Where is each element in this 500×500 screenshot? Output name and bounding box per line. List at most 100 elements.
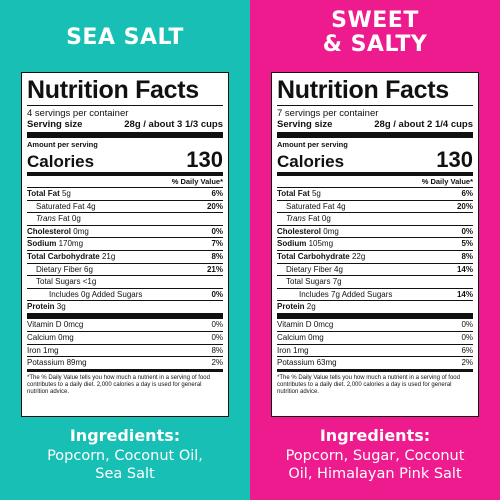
vitamin-dv: 8% — [211, 345, 223, 355]
flavor-title: SEA SALT — [0, 26, 250, 50]
nutrient-label: Saturated Fat — [286, 201, 335, 211]
vitamin-row: Calcium 0mg 0% — [27, 332, 223, 345]
flavor-title-line: SWEET — [331, 8, 419, 33]
nutrient-label: Trans — [286, 214, 306, 224]
nutrient-row-total-carbohydrate: Total Carbohydrate 21g 8% — [27, 251, 223, 264]
vitamin-dv: 0% — [211, 332, 223, 342]
vitamin-label: Vitamin D 0mcg — [277, 320, 334, 330]
nutrient-amount: Fat 0g — [308, 214, 331, 224]
nutrient-label: Total Sugars — [286, 277, 331, 287]
nutrient-dv: 21% — [206, 264, 223, 274]
nutrient-label: Dietary Fiber — [36, 264, 82, 274]
nutrient-label: Trans — [36, 214, 56, 224]
vitamin-label: Potassium 89mg — [27, 358, 87, 368]
nutrient-amount: 0mg — [323, 226, 339, 236]
calories-value: 130 — [436, 147, 473, 172]
nutrient-dv: 20% — [456, 201, 473, 211]
nutrient-amount: Fat 0g — [58, 214, 81, 224]
ingredients-line: Popcorn, Coconut Oil, — [47, 448, 203, 464]
nutrient-label: Total Carbohydrate — [277, 251, 350, 261]
daily-value-header: % Daily Value* — [27, 176, 223, 188]
nutrient-row-saturated-fat: Saturated Fat 4g 20% — [277, 201, 473, 214]
ingredients-line: Oil, Himalayan Pink Salt — [288, 466, 462, 482]
serving-size-row: Serving size 28g / about 2 1/4 cups — [277, 119, 473, 138]
nutrient-label: Sodium — [277, 239, 307, 249]
nutrient-amount: <1g — [82, 277, 97, 287]
nutrient-label: Cholesterol — [27, 226, 72, 236]
nutrient-row-total-sugars: Total Sugars <1g — [27, 276, 223, 289]
servings-per-container: 7 servings per container — [277, 108, 379, 119]
servings-per-container: 4 servings per container — [27, 108, 129, 119]
calories-row: Calories 130 — [27, 149, 223, 176]
vitamin-dv: 0% — [211, 320, 223, 330]
vitamin-label: Iron 1mg — [277, 345, 309, 355]
nutrition-facts-panel: Nutrition Facts 7 servings per container… — [271, 72, 479, 417]
nutrient-dv: 0% — [211, 289, 223, 299]
serving-size-value: 28g / about 2 1/4 cups — [374, 119, 473, 130]
nutrient-amount: 0mg — [73, 226, 89, 236]
vitamin-dv: 0% — [461, 332, 473, 342]
calories-label: Calories — [27, 152, 95, 171]
serving-size-row: Serving size 28g / about 3 1/3 cups — [27, 119, 223, 138]
ingredients-title: Ingredients: — [319, 426, 431, 445]
ingredients-line: Popcorn, Sugar, Coconut — [285, 448, 465, 464]
vitamin-label: Calcium 0mg — [277, 332, 324, 342]
nutrient-amount: 4g — [336, 201, 346, 211]
amount-per-serving: Amount per serving — [277, 140, 348, 149]
nutrient-amount: 5g — [61, 189, 71, 198]
nutrient-row-saturated-fat: Saturated Fat 4g 20% — [27, 201, 223, 214]
nutrient-amount: 7g — [332, 277, 342, 287]
nutrition-facts-panel: Nutrition Facts 4 servings per container… — [21, 72, 229, 417]
vitamin-row: Potassium 63mg 2% — [277, 357, 473, 372]
nutrient-amount: 4g — [334, 264, 343, 274]
vitamin-row: Vitamin D 0mcg 0% — [277, 319, 473, 332]
nutrient-row-sodium: Sodium 170mg 7% — [27, 238, 223, 251]
sea-salt-section: SEA SALT Nutrition Facts 4 servings per … — [0, 0, 250, 500]
nutrient-amount: 2g — [306, 302, 316, 312]
nutrient-row-dietary-fiber: Dietary Fiber 4g 14% — [277, 264, 473, 277]
nutrient-label: Total Fat — [277, 189, 310, 198]
nutrient-dv: 7% — [211, 239, 223, 249]
nutrient-dv: 8% — [211, 251, 223, 261]
nutrient-row-total-fat: Total Fat 5g 6% — [277, 188, 473, 201]
nutrient-row-added-sugars: Includes 0g Added Sugars 0% — [27, 289, 223, 302]
nutrient-dv: 6% — [211, 189, 223, 198]
nutrient-row-cholesterol: Cholesterol 0mg 0% — [277, 226, 473, 239]
nutrient-dv: 20% — [206, 201, 223, 211]
nutrition-facts-title: Nutrition Facts — [27, 77, 223, 106]
nutrient-row-cholesterol: Cholesterol 0mg 0% — [27, 226, 223, 239]
nutrient-row-trans-fat: Trans Fat 0g — [27, 213, 223, 226]
calories-row: Calories 130 — [277, 149, 473, 176]
nutrient-row-trans-fat: Trans Fat 0g — [277, 213, 473, 226]
nutrient-dv: 5% — [461, 239, 473, 249]
nutrient-amount: 3g — [56, 302, 66, 312]
vitamin-dv: 6% — [461, 345, 473, 355]
ingredients-title: Ingredients: — [69, 426, 181, 445]
daily-value-footnote: *The % Daily Value tells you how much a … — [27, 374, 210, 395]
ingredients-text: Popcorn, Sugar, Coconut Oil, Himalayan P… — [250, 447, 500, 483]
daily-value-footnote: *The % Daily Value tells you how much a … — [277, 374, 460, 395]
nutrient-dv: 0% — [461, 226, 473, 236]
nutrient-label: Cholesterol — [277, 226, 322, 236]
serving-size-label: Serving size — [277, 119, 333, 130]
vitamin-dv: 2% — [211, 358, 223, 368]
nutrient-label: Total Sugars — [36, 277, 81, 287]
vitamin-dv: 0% — [461, 320, 473, 330]
nutrient-row-total-sugars: Total Sugars 7g — [277, 276, 473, 289]
vitamin-label: Potassium 63mg — [277, 358, 337, 368]
vitamin-row: Vitamin D 0mcg 0% — [27, 319, 223, 332]
flavor-title-line: SEA SALT — [66, 25, 184, 50]
nutrient-label: Protein — [277, 302, 305, 312]
nutrient-dv: 14% — [456, 289, 473, 299]
vitamin-row: Iron 1mg 8% — [27, 345, 223, 358]
nutrient-amount: 21g — [101, 251, 116, 261]
vitamin-row: Potassium 89mg 2% — [27, 357, 223, 372]
nutrient-dv: 8% — [461, 251, 473, 261]
nutrient-label: Sodium — [27, 239, 57, 249]
calories-value: 130 — [186, 147, 223, 172]
nutrient-amount: 105mg — [308, 239, 334, 249]
vitamin-label: Calcium 0mg — [27, 332, 74, 342]
sweet-salty-section: SWEET & SALTY Nutrition Facts 7 servings… — [250, 0, 500, 500]
nutrient-amount: 6g — [84, 264, 93, 274]
nutrient-row-protein: Protein 3g — [27, 301, 223, 320]
